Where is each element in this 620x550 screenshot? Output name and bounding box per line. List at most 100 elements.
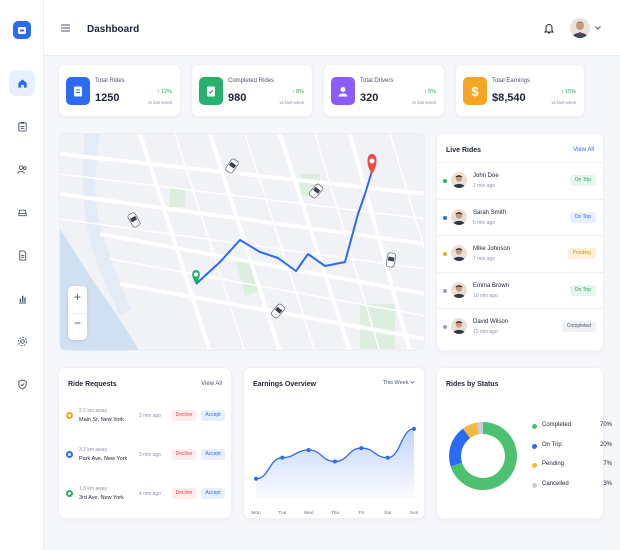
legend-row: Pending 7% bbox=[532, 461, 612, 471]
live-ride-row[interactable]: John Doe 2 min ago On Trip bbox=[437, 162, 605, 198]
ride-time: 5 min ago bbox=[473, 219, 495, 226]
legend-label: Cancelled bbox=[542, 480, 569, 487]
ride-requests-card: Ride Requests View All 2.5 km away Main S… bbox=[58, 367, 232, 519]
week-dropdown[interactable]: This Week bbox=[383, 380, 415, 386]
request-address: 3rd Ave, New York bbox=[79, 495, 124, 501]
earnings-point bbox=[306, 448, 311, 452]
zoom-out-button[interactable]: − bbox=[73, 316, 81, 330]
sidebar-item-security[interactable] bbox=[9, 371, 35, 397]
donut-slice-cancelled bbox=[476, 422, 483, 435]
ride-request-row: 3.2 km away Park Ave, New York 3 min ago De… bbox=[59, 438, 233, 474]
legend-dot bbox=[532, 463, 537, 468]
earnings-point bbox=[333, 459, 337, 464]
stat-card-total-earnings: $ Total Earnings $8,540 ↑ 15% vs last we… bbox=[455, 64, 585, 117]
document-icon bbox=[18, 249, 26, 261]
legend-value: 3% bbox=[603, 480, 612, 487]
user-avatar[interactable] bbox=[570, 18, 590, 38]
map-canvas bbox=[60, 134, 424, 350]
stat-label: Total Drivers bbox=[360, 78, 394, 84]
stat-label: Total Rides bbox=[95, 78, 125, 84]
live-rides-card: Live Rides View All John Doe 2 min ago On … bbox=[436, 133, 605, 351]
avatar bbox=[451, 318, 467, 334]
stat-period: vs last week bbox=[279, 100, 304, 105]
legend-dot bbox=[532, 443, 537, 449]
legend-value: 20% bbox=[599, 441, 612, 448]
legend-row: On Trip 20% bbox=[532, 442, 612, 452]
live-ride-row[interactable]: David Wilson 15 min ago Completed bbox=[437, 308, 605, 344]
sidebar-item-dashboard[interactable] bbox=[9, 70, 35, 96]
car-marker-icon bbox=[225, 158, 239, 174]
live-ride-row[interactable]: Emma Brown 10 min ago On Trip bbox=[437, 271, 605, 308]
status-card: Rides by Status Completed 70% On Trip 20% Pe… bbox=[436, 367, 612, 519]
stat-value: 1250 bbox=[95, 92, 120, 104]
live-map[interactable]: + − bbox=[59, 133, 425, 351]
view-all-link[interactable]: View All bbox=[573, 147, 594, 153]
card-title: Earnings Overview bbox=[253, 381, 317, 388]
car-marker-icon bbox=[127, 212, 141, 228]
clipboard-check-icon bbox=[199, 77, 223, 105]
card-title: Rides by Status bbox=[446, 381, 499, 388]
shield-icon bbox=[17, 378, 27, 390]
ride-time: 15 min ago bbox=[473, 329, 498, 335]
stat-period: vs last week bbox=[551, 100, 576, 105]
stat-period: vs last week bbox=[411, 100, 436, 105]
home-icon bbox=[17, 78, 27, 88]
car-marker-icon bbox=[309, 183, 323, 199]
accept-button[interactable]: Accept bbox=[201, 410, 225, 421]
status-dot bbox=[443, 325, 447, 329]
x-tick-label: Wed bbox=[304, 510, 314, 516]
ride-request-row: 1.8 km away 3rd Ave, New York 4 min ago Dec… bbox=[59, 477, 233, 513]
stat-change: ↑ 15% bbox=[560, 89, 576, 95]
avatar bbox=[451, 245, 467, 261]
bell-icon[interactable] bbox=[544, 23, 554, 34]
earnings-point bbox=[385, 455, 390, 460]
status-dot bbox=[443, 252, 447, 256]
dollar-icon: $ bbox=[463, 77, 487, 105]
stat-change: ↑ 8% bbox=[291, 89, 304, 95]
earnings-point bbox=[254, 476, 258, 481]
status-badge: On Trip bbox=[569, 211, 596, 223]
logo[interactable] bbox=[13, 21, 31, 39]
chevron-down-icon[interactable] bbox=[595, 26, 601, 30]
accept-button[interactable]: Accept bbox=[201, 488, 225, 499]
status-badge: On Trip bbox=[569, 175, 596, 186]
user-icon bbox=[331, 77, 355, 105]
decline-button[interactable]: Decline bbox=[172, 488, 196, 499]
taxi-logo-icon bbox=[18, 27, 26, 34]
car-marker-icon bbox=[271, 303, 285, 319]
hamburger-menu-icon[interactable] bbox=[61, 24, 70, 32]
ride-request-row: 2.5 km away Main St, New York 2 min ago Dec… bbox=[59, 399, 233, 435]
legend-dot bbox=[532, 482, 537, 488]
bar-chart-icon bbox=[18, 295, 26, 304]
sidebar-item-reports[interactable] bbox=[9, 285, 35, 311]
location-dot-icon bbox=[66, 412, 73, 419]
sidebar-item-users[interactable] bbox=[9, 156, 35, 182]
live-ride-row[interactable]: Sarah Smith 5 min ago On Trip bbox=[437, 198, 605, 235]
sidebar-item-rides[interactable] bbox=[9, 113, 35, 139]
clipboard-icon bbox=[66, 77, 90, 105]
accept-button[interactable]: Accept bbox=[201, 449, 225, 460]
sidebar-item-settings[interactable] bbox=[9, 328, 35, 354]
live-ride-row[interactable]: Mike Johnson 7 min ago Pending bbox=[437, 235, 605, 271]
start-pin-icon bbox=[192, 270, 200, 284]
page-title: Dashboard bbox=[87, 24, 140, 35]
view-all-link[interactable]: View All bbox=[201, 381, 222, 387]
legend-label: Pending bbox=[542, 461, 565, 467]
end-pin-icon bbox=[367, 154, 377, 174]
stat-label: Completed Rides bbox=[228, 78, 275, 84]
legend-value: 7% bbox=[603, 461, 612, 467]
driver-name: Emma Brown bbox=[473, 282, 510, 289]
legend-dot bbox=[532, 424, 537, 429]
sidebar-item-vehicles[interactable] bbox=[9, 199, 35, 225]
decline-button[interactable]: Decline bbox=[172, 449, 196, 460]
sidebar-item-documents[interactable] bbox=[9, 242, 35, 268]
gear-icon bbox=[17, 336, 27, 346]
sidebar bbox=[0, 0, 44, 550]
x-tick-label: Sun bbox=[410, 510, 419, 516]
stat-period: vs last week bbox=[147, 100, 172, 105]
zoom-in-button[interactable]: + bbox=[73, 290, 81, 304]
card-title: Live Rides bbox=[446, 147, 482, 154]
status-dot bbox=[443, 215, 447, 220]
decline-button[interactable]: Decline bbox=[172, 410, 196, 421]
stat-value: 320 bbox=[360, 92, 379, 104]
